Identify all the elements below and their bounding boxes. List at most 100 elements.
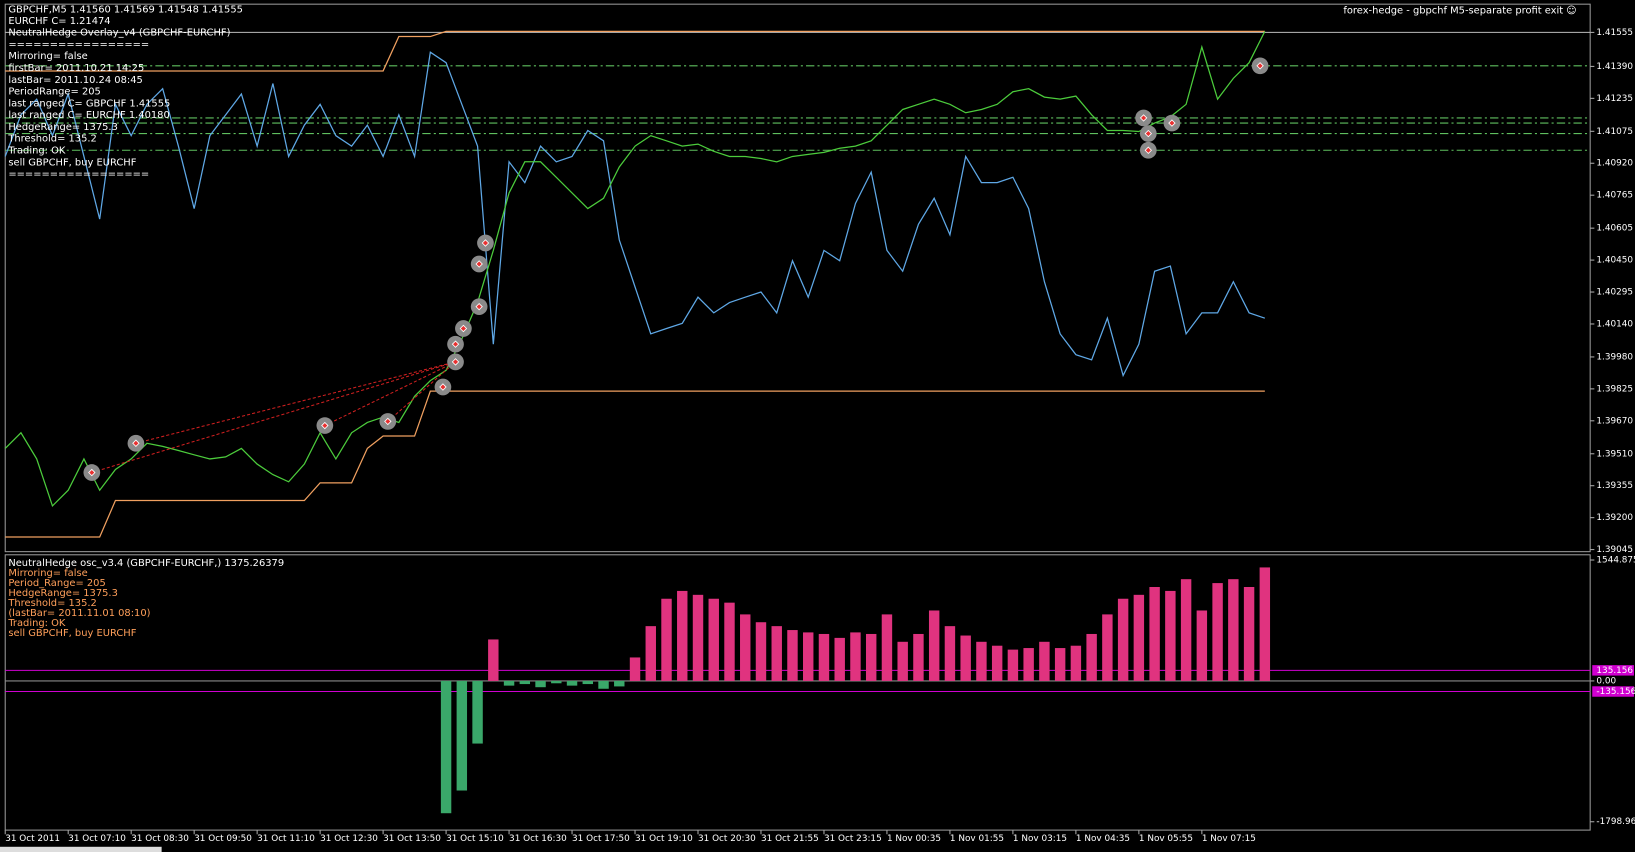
y-tick-label: 1.39980 (1596, 352, 1633, 362)
info-line: HedgeRange= 1375.3 (8, 588, 118, 599)
info-line: last ranged C= EURCHF 1.40180 (8, 110, 169, 121)
trade-arrow (1144, 129, 1153, 138)
osc-bar (960, 635, 971, 681)
y-tick-label: 1.41235 (1596, 94, 1633, 104)
x-tick-label: 1 Nov 07:15 (1202, 834, 1256, 844)
osc-bar (1117, 598, 1129, 681)
threshold-label: -135.156 (1596, 687, 1635, 697)
trade-link (324, 361, 456, 427)
osc-bar (991, 645, 1003, 681)
trade-arrow (439, 383, 447, 391)
x-tick-label: 1 Nov 01:55 (950, 834, 1004, 844)
info-line: HedgeRange= 1375.3 (8, 122, 118, 133)
osc-frame (4, 554, 1591, 831)
y-tick-label: 1.39825 (1596, 384, 1633, 394)
osc-bar (1054, 648, 1066, 681)
tab[interactable] (0, 846, 162, 852)
info-line: PeriodRange= 205 (8, 87, 100, 98)
osc-bar (1228, 579, 1239, 681)
info-line: Trading: OK (7, 145, 66, 156)
y-tick-label: 1.39045 (1596, 545, 1633, 555)
info-line: ================= (8, 169, 149, 180)
y-tick-label: 1.40450 (1596, 256, 1633, 266)
x-tick-label: 31 Oct 13:50 (383, 834, 441, 844)
info-line: Period_Range= 205 (8, 578, 105, 589)
osc-bar (692, 594, 704, 681)
x-tick-label: 31 Oct 08:30 (131, 834, 189, 844)
x-tick-label: 31 Oct 23:15 (824, 834, 882, 844)
chart-title: GBPCHF,M5 1.41560 1.41569 1.41548 1.4155… (8, 4, 243, 15)
trade-arrow (321, 421, 329, 430)
info-line: Mirroring= false (8, 51, 87, 62)
trade-link (135, 361, 456, 444)
trade-arrow (475, 260, 483, 268)
osc-bar (677, 590, 688, 681)
osc-bar (582, 680, 594, 685)
osc-bar (566, 680, 578, 686)
osc-bar (1149, 587, 1160, 681)
osc-bar (1165, 590, 1176, 681)
y-tick-label: 1.41390 (1596, 62, 1633, 72)
osc-bar (440, 680, 452, 814)
x-tick-label: 31 Oct 07:10 (68, 834, 126, 844)
trade-link (387, 361, 456, 422)
info-line: sell GBPCHF, buy EURCHF (8, 628, 136, 639)
threshold-tag (1592, 665, 1634, 676)
osc-bar (787, 630, 798, 681)
y-tick-label: 1.41075 (1596, 127, 1633, 137)
price-line-series (4, 51, 1266, 378)
threshold-label: 135.156 (1596, 666, 1633, 676)
y-tick-label: 1.39670 (1596, 416, 1633, 426)
osc-bar (803, 632, 814, 681)
y-tick-label: 1.40920 (1596, 159, 1633, 169)
x-tick-label: 31 Oct 2011 (5, 834, 60, 844)
info-line: Trading: OK (7, 618, 66, 629)
y-tick-label: 1.40140 (1596, 319, 1633, 329)
osc-bar (881, 614, 893, 681)
osc-bar (708, 598, 719, 681)
trade-arrow (451, 340, 460, 348)
osc-bar (614, 680, 625, 687)
osc-bar (818, 633, 830, 681)
x-tick-label: 31 Oct 19:10 (635, 834, 693, 844)
osc-title: NeutralHedge osc_v3.4 (GBPCHF-EURCHF,) 1… (8, 558, 284, 569)
x-tick-label: 31 Oct 15:10 (446, 834, 504, 844)
y-tick-label: 1.39510 (1596, 449, 1633, 459)
osc-bar (1039, 641, 1050, 681)
x-tick-label: 1 Nov 00:35 (887, 834, 941, 844)
trade-arrow (459, 324, 468, 333)
y-tick-label: 1.41555 (1596, 28, 1633, 38)
osc-bar (503, 680, 515, 686)
osc-bar (1212, 583, 1223, 681)
trade-arrow (132, 439, 140, 447)
trade-arrow (481, 239, 490, 247)
osc-bar (897, 641, 908, 681)
x-tick-label: 31 Oct 17:50 (572, 834, 630, 844)
osc-bar (1023, 648, 1034, 681)
x-tick-label: 31 Oct 09:50 (194, 834, 252, 844)
osc-bar (976, 641, 987, 681)
y-tick-label: 0.00 (1596, 676, 1616, 686)
osc-bar (834, 637, 845, 681)
osc-bar (1243, 587, 1255, 681)
info-line: Threshold= 135.2 (7, 134, 96, 145)
y-tick-label: 1.40765 (1596, 191, 1633, 201)
info-line: ================= (8, 39, 149, 50)
y-tick-label: 1544.875 (1596, 556, 1635, 566)
osc-bar (456, 680, 468, 791)
osc-bar (755, 622, 767, 681)
trade-arrow (1168, 119, 1176, 127)
osc-bar (944, 626, 956, 681)
info-line: Threshold= 135.2 (7, 598, 96, 609)
osc-bar (1007, 649, 1019, 681)
price-line-series (5, 30, 1265, 72)
osc-bar (865, 633, 877, 681)
osc-bar (629, 657, 641, 681)
x-tick-label: 31 Oct 21:55 (761, 834, 819, 844)
x-tick-label: 31 Oct 16:30 (509, 834, 567, 844)
osc-bar (598, 680, 609, 689)
price-line-series (4, 31, 1266, 508)
info-line: last ranged C= GBPCHF 1.41555 (8, 98, 170, 109)
